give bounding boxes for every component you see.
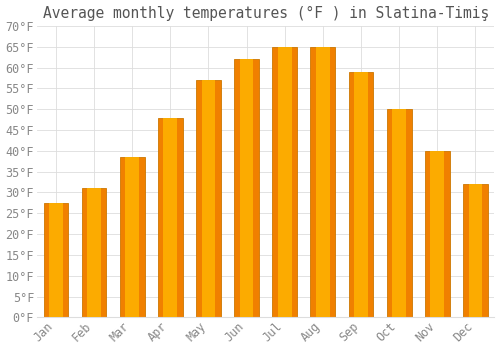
Title: Average monthly temperatures (°F ) in Slatina-Timiş: Average monthly temperatures (°F ) in Sl…	[42, 6, 489, 21]
Bar	[196, 80, 221, 317]
Bar	[126, 157, 139, 317]
Bar	[278, 47, 291, 317]
Bar	[425, 151, 450, 317]
Bar	[164, 118, 177, 317]
Bar	[158, 118, 182, 317]
Bar	[354, 72, 368, 317]
Bar	[120, 157, 144, 317]
Bar	[310, 47, 335, 317]
Bar	[348, 72, 374, 317]
Bar	[240, 59, 254, 317]
Bar	[430, 151, 444, 317]
Bar	[234, 59, 259, 317]
Bar	[44, 203, 68, 317]
Bar	[202, 80, 215, 317]
Bar	[316, 47, 330, 317]
Bar	[49, 203, 62, 317]
Bar	[468, 184, 482, 317]
Bar	[87, 188, 101, 317]
Bar	[463, 184, 488, 317]
Bar	[82, 188, 106, 317]
Bar	[386, 109, 411, 317]
Bar	[272, 47, 297, 317]
Bar	[392, 109, 406, 317]
